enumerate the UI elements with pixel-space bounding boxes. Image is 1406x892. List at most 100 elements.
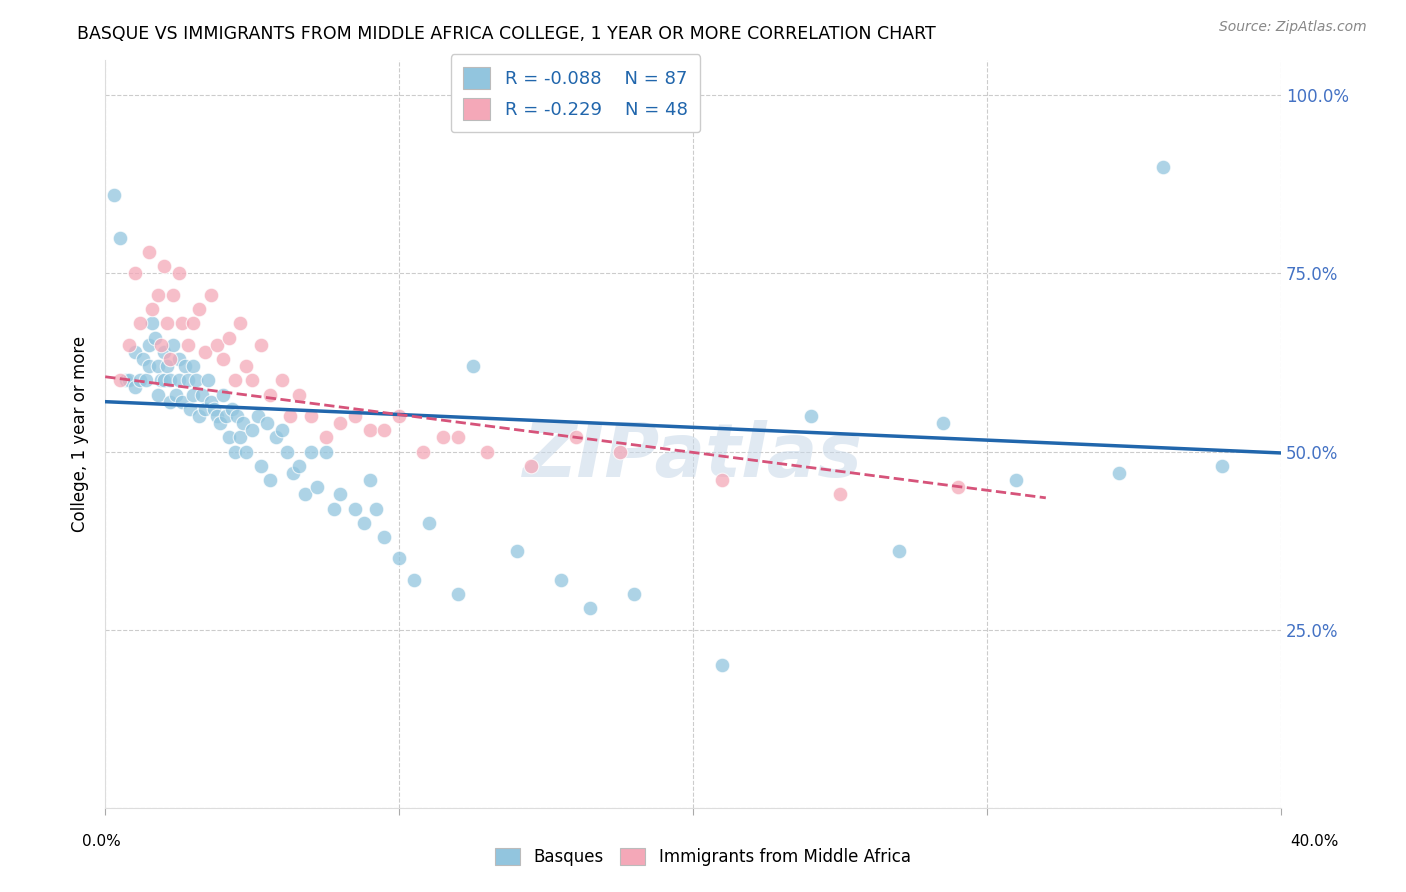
Point	[623, 587, 645, 601]
Point	[276, 444, 298, 458]
Point	[156, 316, 179, 330]
Point	[447, 587, 470, 601]
Point	[141, 302, 163, 317]
Point	[315, 444, 337, 458]
Point	[373, 423, 395, 437]
Point	[141, 316, 163, 330]
Point	[183, 387, 205, 401]
Point	[176, 373, 198, 387]
Point	[173, 359, 195, 373]
Point	[247, 409, 270, 423]
Point	[124, 380, 146, 394]
Point	[186, 373, 208, 387]
Point	[146, 359, 169, 373]
Point	[344, 501, 367, 516]
Point	[167, 351, 190, 366]
Point	[1152, 160, 1174, 174]
Point	[159, 373, 181, 387]
Point	[270, 373, 292, 387]
Point	[270, 423, 292, 437]
Point	[162, 288, 184, 302]
Point	[205, 337, 228, 351]
Point	[211, 387, 233, 401]
Point	[388, 551, 411, 566]
Point	[250, 337, 273, 351]
Point	[294, 487, 316, 501]
Point	[150, 337, 173, 351]
Point	[176, 337, 198, 351]
Point	[259, 473, 281, 487]
Point	[165, 387, 187, 401]
Point	[240, 373, 263, 387]
Point	[315, 430, 337, 444]
Point	[288, 458, 311, 473]
Point	[264, 430, 287, 444]
Point	[353, 516, 375, 530]
Text: ZIPatlas: ZIPatlas	[523, 419, 863, 492]
Point	[167, 267, 190, 281]
Point	[159, 394, 181, 409]
Point	[388, 409, 411, 423]
Point	[114, 373, 136, 387]
Point	[179, 401, 201, 416]
Point	[103, 188, 125, 202]
Point	[108, 231, 131, 245]
Point	[118, 373, 141, 387]
Point	[432, 430, 454, 444]
Point	[711, 473, 734, 487]
Point	[224, 444, 246, 458]
Point	[477, 444, 499, 458]
Point	[564, 430, 586, 444]
Point	[579, 601, 602, 615]
Point	[418, 516, 440, 530]
Legend: Basques, Immigrants from Middle Africa: Basques, Immigrants from Middle Africa	[488, 841, 918, 873]
Point	[932, 416, 955, 430]
Point	[520, 458, 543, 473]
Point	[1108, 466, 1130, 480]
Point	[235, 444, 257, 458]
Text: Source: ZipAtlas.com: Source: ZipAtlas.com	[1219, 20, 1367, 34]
Point	[344, 409, 367, 423]
Point	[1005, 473, 1028, 487]
Point	[211, 351, 233, 366]
Point	[153, 373, 176, 387]
Point	[299, 409, 322, 423]
Point	[280, 409, 302, 423]
Point	[828, 487, 851, 501]
Point	[129, 316, 152, 330]
Point	[170, 394, 193, 409]
Point	[124, 344, 146, 359]
Point	[359, 423, 381, 437]
Point	[259, 387, 281, 401]
Point	[153, 344, 176, 359]
Point	[288, 387, 311, 401]
Text: BASQUE VS IMMIGRANTS FROM MIDDLE AFRICA COLLEGE, 1 YEAR OR MORE CORRELATION CHAR: BASQUE VS IMMIGRANTS FROM MIDDLE AFRICA …	[77, 25, 936, 43]
Text: 40.0%: 40.0%	[1291, 834, 1339, 848]
Point	[124, 267, 146, 281]
Point	[229, 316, 252, 330]
Point	[226, 409, 249, 423]
Point	[283, 466, 305, 480]
Y-axis label: College, 1 year or more: College, 1 year or more	[72, 335, 89, 532]
Point	[197, 373, 219, 387]
Point	[143, 330, 166, 344]
Point	[146, 288, 169, 302]
Point	[299, 444, 322, 458]
Point	[138, 245, 160, 260]
Point	[135, 373, 157, 387]
Point	[205, 409, 228, 423]
Point	[150, 373, 173, 387]
Point	[138, 359, 160, 373]
Point	[800, 409, 823, 423]
Point	[183, 359, 205, 373]
Point	[305, 480, 328, 494]
Point	[329, 416, 352, 430]
Point	[132, 351, 155, 366]
Point	[159, 351, 181, 366]
Point	[218, 330, 240, 344]
Point	[506, 544, 529, 558]
Point	[364, 501, 387, 516]
Point	[256, 416, 278, 430]
Point	[1211, 458, 1233, 473]
Point	[359, 473, 381, 487]
